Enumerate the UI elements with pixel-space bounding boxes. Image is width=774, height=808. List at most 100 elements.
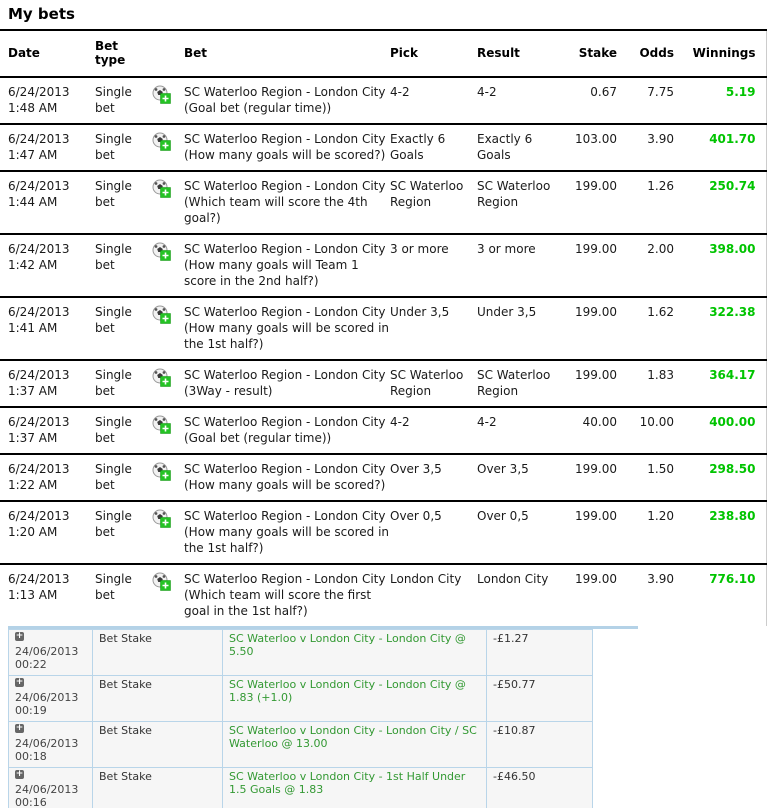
bet-winnings: 250.74 bbox=[682, 171, 766, 235]
transaction-time: 00:19 bbox=[15, 704, 47, 717]
bet-icon-cell bbox=[152, 171, 184, 235]
bet-time: 1:22 AM bbox=[8, 478, 58, 492]
column-header-pick: Pick bbox=[390, 30, 477, 78]
transaction-amount: -£10.87 bbox=[486, 721, 593, 768]
bet-winnings: 400.00 bbox=[682, 407, 766, 455]
bet-date: 6/24/2013 bbox=[8, 462, 70, 476]
bet-icon-cell bbox=[152, 124, 184, 172]
bet-odds: 1.26 bbox=[625, 171, 682, 235]
bet-pick: 3 or more bbox=[390, 234, 477, 298]
bet-stake: 103.00 bbox=[567, 124, 625, 172]
transaction-date-cell: + 24/06/2013 00:19 bbox=[8, 675, 93, 722]
bet-date: 6/24/2013 bbox=[8, 242, 70, 256]
soccer-ball-add-icon bbox=[152, 85, 174, 105]
bet-winnings: 776.10 bbox=[709, 572, 756, 586]
bet-date-cell: 6/24/2013 1:37 AM bbox=[0, 360, 87, 408]
bet-winnings: 298.50 bbox=[682, 454, 766, 502]
plus-expand-icon[interactable]: + bbox=[15, 769, 24, 779]
bet-icon-cell bbox=[152, 77, 184, 125]
bet-winnings: 398.00 bbox=[682, 234, 766, 298]
bet-odds: 1.62 bbox=[625, 297, 682, 361]
bet-icon-cell bbox=[152, 234, 184, 298]
soccer-ball-add-icon bbox=[152, 462, 174, 482]
bet-odds: 3.90 bbox=[625, 124, 682, 172]
bet-description: SC Waterloo Region - London City (How ma… bbox=[184, 501, 390, 565]
bet-time: 1:13 AM bbox=[8, 588, 58, 602]
bet-date: 6/24/2013 bbox=[8, 415, 70, 429]
column-header-date: Date bbox=[0, 30, 87, 78]
transactions-table-wrap: + 24/06/2013 00:22 Bet Stake SC Waterloo… bbox=[8, 626, 638, 808]
bet-row: 6/24/2013 1:44 AM Single bet SC Waterloo… bbox=[0, 171, 766, 235]
soccer-ball-add-icon bbox=[152, 305, 174, 325]
bet-date: 6/24/2013 bbox=[8, 132, 70, 146]
transaction-description: SC Waterloo v London City - London City … bbox=[222, 675, 487, 722]
bet-date-cell: 6/24/2013 1:47 AM bbox=[0, 124, 87, 172]
transaction-amount: -£1.27 bbox=[486, 629, 593, 676]
transaction-type: Bet Stake bbox=[92, 721, 223, 768]
bet-pick: Over 0,5 bbox=[390, 501, 477, 565]
bet-pick: Exactly 6 Goals bbox=[390, 124, 477, 172]
bet-description: SC Waterloo Region - London City (How ma… bbox=[184, 297, 390, 361]
bet-odds: 1.20 bbox=[625, 501, 682, 565]
bet-odds: 7.75 bbox=[625, 77, 682, 125]
bet-icon-cell bbox=[152, 564, 184, 626]
bet-time: 1:44 AM bbox=[8, 195, 58, 209]
bet-stake: 199.00 bbox=[567, 297, 625, 361]
bet-result: SC Waterloo Region bbox=[477, 360, 567, 408]
bet-pick: 4-2 bbox=[390, 77, 477, 125]
bet-result: Over 0,5 bbox=[477, 501, 567, 565]
plus-expand-icon[interactable]: + bbox=[15, 677, 24, 687]
bet-type-cell: Single bet bbox=[87, 171, 152, 235]
page-title: My bets bbox=[8, 5, 75, 23]
bet-row: 6/24/2013 1:41 AM Single bet SC Waterloo… bbox=[0, 297, 766, 361]
bet-row: 6/24/2013 1:37 AM Single bet SC Waterloo… bbox=[0, 407, 766, 455]
bet-pick: Under 3,5 bbox=[390, 297, 477, 361]
bet-winnings: 5.19 bbox=[682, 77, 766, 125]
bet-description: SC Waterloo Region - London City (How ma… bbox=[184, 454, 390, 502]
bet-description: SC Waterloo Region - London City (Which … bbox=[184, 171, 390, 235]
bet-winnings: 238.80 bbox=[682, 501, 766, 565]
bet-date-cell: 6/24/2013 1:41 AM bbox=[0, 297, 87, 361]
column-header-odds: Odds bbox=[625, 30, 682, 78]
soccer-ball-add-icon bbox=[152, 179, 174, 199]
bet-icon-cell bbox=[152, 501, 184, 565]
plus-expand-icon[interactable]: + bbox=[15, 631, 24, 641]
bet-date-cell: 6/24/2013 1:48 AM bbox=[0, 77, 87, 125]
bet-row: 6/24/2013 1:22 AM Single bet SC Waterloo… bbox=[0, 454, 766, 502]
bet-winnings: 322.38 bbox=[682, 297, 766, 361]
bet-row: 6/24/2013 1:48 AM Single bet SC Waterloo… bbox=[0, 77, 766, 125]
bet-odds: 10.00 bbox=[625, 407, 682, 455]
bets-table: Date Bet type Bet Pick Result Stake Odds… bbox=[0, 29, 767, 626]
bet-date: 6/24/2013 bbox=[8, 179, 70, 193]
bet-odds: 2.00 bbox=[625, 234, 682, 298]
bet-time: 1:47 AM bbox=[8, 148, 58, 162]
bet-pick: Over 3,5 bbox=[390, 454, 477, 502]
bet-result: 3 or more bbox=[477, 234, 567, 298]
transaction-time: 00:22 bbox=[15, 658, 47, 671]
bet-row: 6/24/2013 1:47 AM Single bet SC Waterloo… bbox=[0, 124, 766, 172]
bet-type-cell: Single bet bbox=[87, 297, 152, 361]
plus-expand-icon[interactable]: + bbox=[15, 723, 24, 733]
transaction-date: 24/06/2013 bbox=[15, 737, 79, 750]
soccer-ball-add-icon bbox=[152, 242, 174, 262]
bet-row: 6/24/2013 1:42 AM Single bet SC Waterloo… bbox=[0, 234, 766, 298]
transaction-row: + 24/06/2013 00:22 Bet Stake SC Waterloo… bbox=[8, 629, 593, 676]
transaction-date: 24/06/2013 bbox=[15, 691, 79, 704]
bet-winnings: 401.70 bbox=[682, 124, 766, 172]
bet-type-cell: Single bet bbox=[87, 360, 152, 408]
bet-description: SC Waterloo Region - London City (3Way -… bbox=[184, 360, 390, 408]
transaction-date-cell: + 24/06/2013 00:16 bbox=[8, 767, 93, 808]
transaction-amount: -£46.50 bbox=[486, 767, 593, 808]
bet-date: 6/24/2013 bbox=[8, 305, 70, 319]
soccer-ball-add-icon bbox=[152, 509, 174, 529]
bet-icon-cell bbox=[152, 407, 184, 455]
bet-date-cell: 6/24/2013 1:13 AM bbox=[0, 564, 87, 626]
column-header-bet: Bet bbox=[184, 30, 390, 78]
transaction-amount: -£50.77 bbox=[486, 675, 593, 722]
bet-description: SC Waterloo Region - London City (Goal b… bbox=[184, 407, 390, 455]
bet-stake: 199.00 bbox=[567, 171, 625, 235]
transaction-date: 24/06/2013 bbox=[15, 783, 79, 796]
column-header-result: Result bbox=[477, 30, 567, 78]
column-header-stake: Stake bbox=[567, 30, 625, 78]
